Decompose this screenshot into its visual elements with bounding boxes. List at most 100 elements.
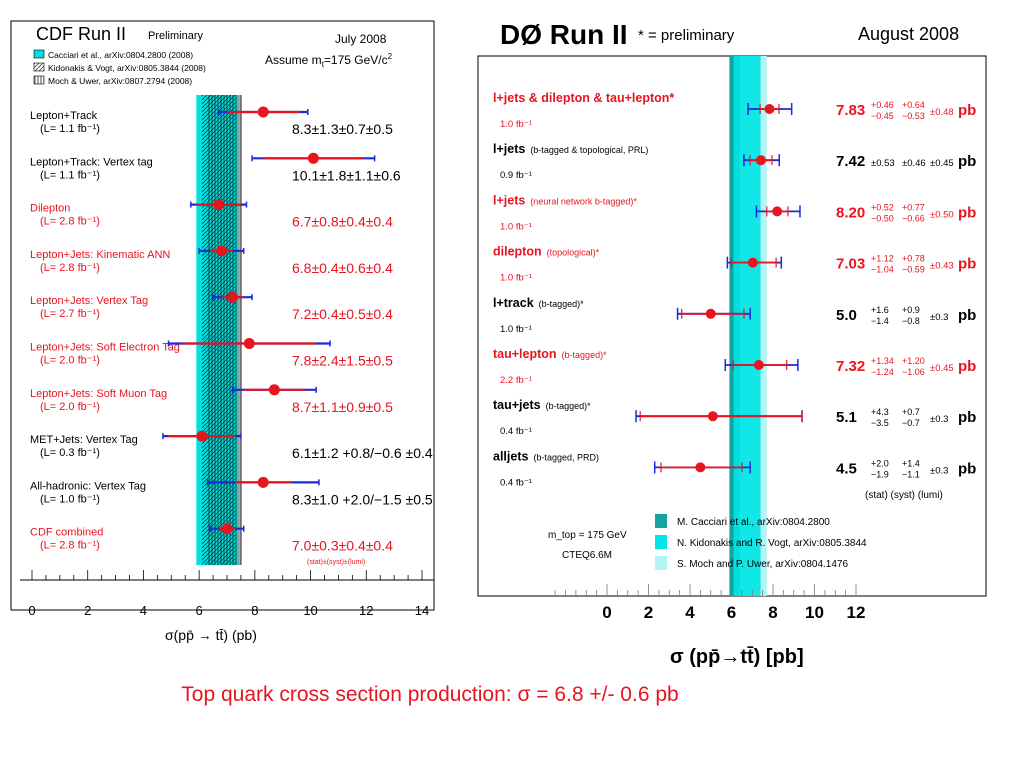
d0-row-unit: pb bbox=[958, 307, 976, 324]
d0-row-value: 8.20 bbox=[836, 204, 865, 221]
d0-row-value: 5.1 bbox=[836, 409, 857, 426]
d0-row-unit: pb bbox=[958, 256, 976, 273]
d0-row-value: 7.03 bbox=[836, 256, 865, 273]
cdf-row-result: 7.0±0.3±0.4±0.4 bbox=[292, 538, 393, 554]
d0-row-lumi: 0.9 fb⁻¹ bbox=[500, 170, 532, 181]
cdf-row-lumi: (L= 2.8 fb⁻¹) bbox=[40, 540, 100, 552]
cdf-row-lumi: (L= 2.0 fb⁻¹) bbox=[40, 401, 100, 413]
d0-legend-swatch bbox=[655, 556, 667, 570]
d0-row-value: 5.0 bbox=[836, 307, 857, 324]
d0-point bbox=[707, 411, 718, 422]
d0-row-stat-down: −1.04 bbox=[871, 265, 894, 275]
d0-row-syst-down: −0.7 bbox=[902, 418, 920, 428]
d0-row-qualifier: (b-tagged & topological, PRL) bbox=[530, 145, 648, 155]
cdf-row-label: Lepton+Jets: Kinematic ANN bbox=[30, 249, 170, 261]
d0-point bbox=[755, 155, 766, 166]
cdf-x-axis: 0 2 4 6 8 10 12 14 bbox=[20, 570, 434, 618]
cdf-tick-label: 14 bbox=[415, 603, 429, 618]
d0-row-value: 7.32 bbox=[836, 358, 865, 375]
cdf-point bbox=[196, 430, 208, 442]
d0-row-lumi: 1.0 fb⁻¹ bbox=[500, 119, 532, 130]
d0-row-unit: pb bbox=[958, 204, 976, 221]
d0-row-stat-down: −1.9 bbox=[871, 469, 889, 479]
d0-legend: m_top = 175 GeV CTEQ6.6M M. Cacciari et al… bbox=[548, 514, 867, 570]
d0-row-stat-up: +1.34 bbox=[871, 356, 894, 366]
d0-row-unit: pb bbox=[958, 409, 976, 426]
cdf-point bbox=[307, 152, 319, 164]
d0-row-stat-down: −0.45 bbox=[871, 111, 894, 121]
d0-date: August 2008 bbox=[858, 24, 959, 44]
d0-row-lumi-err: ±0.45 bbox=[930, 158, 954, 169]
d0-legend-label: N. Kidonakis and R. Vogt, arXiv:0805.384… bbox=[677, 538, 867, 549]
d0-row-syst-down: −0.8 bbox=[902, 316, 920, 326]
d0-row-syst-down: −0.59 bbox=[902, 265, 925, 275]
cdf-row-label: Lepton+Jets: Vertex Tag bbox=[30, 295, 148, 307]
cdf-row-lumi: (L= 1.1 fb⁻¹) bbox=[40, 123, 100, 135]
d0-tick-label: 8 bbox=[768, 603, 777, 622]
cdf-row-label: Lepton+Jets: Soft Electron Tag bbox=[30, 342, 180, 354]
cdf-row-result: 7.2±0.4±0.5±0.4 bbox=[292, 306, 393, 322]
cdf-legend-label: Moch & Uwer, arXiv:0807.2794 (2008) bbox=[48, 76, 192, 86]
d0-row-label: l+jets (b-tagged & topological, PRL) bbox=[493, 142, 648, 156]
d0-chart: l+jets & dilepton & tau+lepton* 1.0 fb⁻¹ 7… bbox=[477, 55, 987, 668]
cdf-row-label: All-hadronic: Vertex Tag bbox=[30, 480, 146, 492]
cdf-row-result: 6.1±1.2 +0.8/−0.6 ±0.4 bbox=[292, 445, 433, 461]
d0-row-unit: pb bbox=[958, 460, 976, 477]
d0-row-lumi-err: ±0.43 bbox=[930, 261, 954, 272]
d0-row-lumi-err: ±0.3 bbox=[930, 414, 948, 425]
cdf-point bbox=[243, 338, 255, 349]
cdf-title: CDF Run II bbox=[36, 24, 126, 44]
cdf-row-lumi: (L= 2.0 fb⁻¹) bbox=[40, 355, 100, 367]
d0-x-axis: 0 2 4 6 8 10 12 bbox=[554, 584, 865, 622]
d0-row-label: alljets (b-tagged, PRD) bbox=[493, 449, 599, 463]
d0-row-qualifier: (topological)* bbox=[547, 248, 600, 258]
d0-row-syst-up: +0.77 bbox=[902, 202, 925, 212]
caption: Top quark cross section production: σ = … bbox=[181, 683, 679, 706]
d0-xlabel: σ (pp̄→tt̄) [pb] bbox=[670, 646, 804, 668]
cdf-legend-swatch bbox=[33, 62, 45, 72]
d0-tick-label: 6 bbox=[727, 603, 736, 622]
d0-row-stat-up: +2.0 bbox=[871, 458, 889, 468]
cdf-measurements: Lepton+Track(L= 1.1 fb⁻¹) 8.3±1.3±0.7±0.5… bbox=[30, 106, 433, 554]
d0-row-syst-down: −1.06 bbox=[902, 367, 925, 377]
cdf-row-label: Lepton+Track bbox=[30, 110, 98, 122]
d0-subtitle: * = preliminary bbox=[638, 27, 735, 44]
d0-row-label: l+jets & dilepton & tau+lepton* bbox=[493, 91, 674, 105]
cdf-point bbox=[257, 476, 269, 488]
d0-title: DØ Run II bbox=[500, 19, 628, 50]
d0-row-syst-down: −0.53 bbox=[902, 111, 925, 121]
d0-row-lumi-err: ±0.3 bbox=[930, 465, 948, 476]
cdf-row-lumi: (L= 2.8 fb⁻¹) bbox=[40, 216, 100, 228]
cdf-row-lumi: (L= 2.7 fb⁻¹) bbox=[40, 308, 100, 320]
d0-point bbox=[753, 360, 764, 370]
cdf-subtitle: Preliminary bbox=[148, 30, 204, 42]
cdf-point bbox=[215, 245, 227, 257]
cdf-legend-swatch bbox=[33, 49, 45, 59]
cdf-row-result: 8.3±1.0 +2.0/−1.5 ±0.5 bbox=[292, 491, 433, 507]
d0-row-lumi-err: ±0.45 bbox=[930, 363, 954, 374]
cdf-point bbox=[227, 291, 239, 303]
d0-point bbox=[695, 462, 706, 473]
d0-row-syst-up: +0.64 bbox=[902, 100, 925, 110]
cdf-point bbox=[257, 106, 269, 118]
d0-row-unit: pb bbox=[958, 102, 976, 119]
d0-tick-label: 0 bbox=[602, 603, 611, 622]
d0-row-syst-up: +0.78 bbox=[902, 254, 925, 264]
cdf-legend-swatch bbox=[33, 75, 45, 85]
d0-tick-label: 2 bbox=[644, 603, 653, 622]
cdf-tick-label: 2 bbox=[84, 603, 91, 618]
d0-row-lumi: 2.2 fb⁻¹ bbox=[500, 375, 532, 386]
d0-row-label: tau+lepton (b-tagged)* bbox=[493, 347, 607, 361]
d0-column-note: (stat) (syst) (lumi) bbox=[865, 490, 943, 501]
cdf-band-moch bbox=[207, 95, 241, 565]
cdf-row-label: Lepton+Jets: Soft Muon Tag bbox=[30, 388, 167, 400]
d0-row-stat-up: +0.52 bbox=[871, 202, 894, 212]
d0-row-syst-up: +1.20 bbox=[902, 356, 925, 366]
d0-row-lumi: 0.4 fb⁻¹ bbox=[500, 426, 532, 437]
d0-row-unit: pb bbox=[958, 358, 976, 375]
d0-row-syst-up: +0.7 bbox=[902, 407, 920, 417]
d0-legend-label: M. Cacciari et al., arXiv:0804.2800 bbox=[677, 517, 830, 528]
cdf-tick-label: 8 bbox=[251, 603, 258, 618]
d0-tick-label: 10 bbox=[805, 603, 824, 622]
cdf-row-lumi: (L= 1.1 fb⁻¹) bbox=[40, 169, 100, 181]
